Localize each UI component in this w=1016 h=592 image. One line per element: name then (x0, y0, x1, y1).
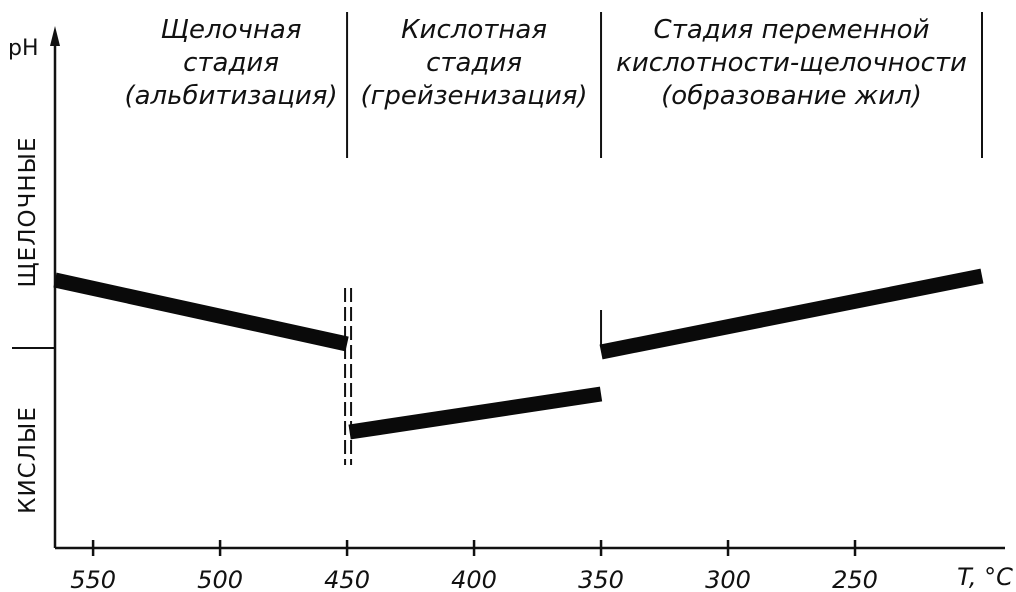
stage-labels: Щелочнаястадия(альбитизация)Кислотнаяста… (124, 15, 966, 111)
stage-label-line: стадия (183, 48, 279, 78)
series-line (599, 268, 984, 360)
x-tick-label: 550 (70, 566, 116, 592)
stage-label-line: (альбитизация) (124, 81, 337, 111)
series-line (53, 272, 349, 352)
stage-label-line: Щелочная (161, 15, 302, 45)
x-axis-label: T, °C (957, 563, 1013, 591)
x-tick-label: 500 (197, 566, 243, 592)
x-tick-label: 450 (324, 566, 370, 592)
stage-label-line: (грейзенизация) (361, 81, 588, 111)
series-line (348, 386, 603, 440)
stage-label-line: Кислотная (401, 15, 547, 45)
stage-dividers (344, 12, 983, 465)
stage-label-line: (образование жил) (661, 81, 922, 111)
x-tick-label: 250 (832, 566, 878, 592)
y-region-lower-label: КИСЛЫЕ (15, 406, 41, 514)
stage-label-line: стадия (426, 48, 522, 78)
stage-label-line: Стадия переменной (654, 15, 930, 45)
y-axis-arrow (50, 26, 60, 46)
series-group (53, 268, 984, 440)
x-tick-label: 350 (578, 566, 624, 592)
stage-label-line: кислотности-щелочности (616, 48, 967, 78)
y-region-upper-label: ЩЕЛОЧНЫЕ (15, 137, 41, 288)
x-ticks: 550 500 450 400 350 300 250 (70, 540, 878, 592)
x-tick-label: 400 (451, 566, 497, 592)
x-tick-label: 300 (705, 566, 751, 592)
y-axis-label: pH (8, 36, 39, 61)
axes (12, 26, 1005, 550)
